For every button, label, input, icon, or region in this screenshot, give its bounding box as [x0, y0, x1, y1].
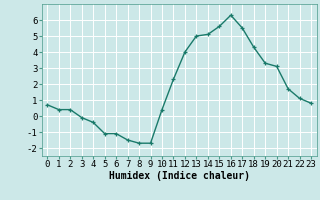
- X-axis label: Humidex (Indice chaleur): Humidex (Indice chaleur): [109, 171, 250, 181]
